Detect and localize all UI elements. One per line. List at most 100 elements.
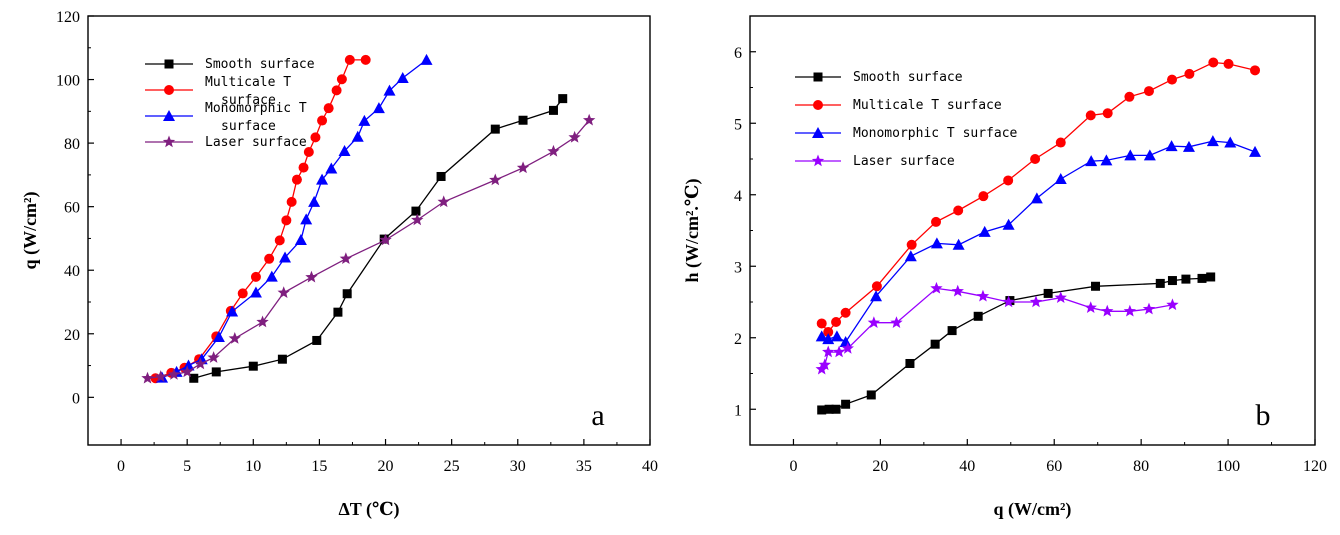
data-point (582, 113, 596, 126)
data-point (265, 270, 278, 282)
data-point (1002, 218, 1015, 230)
data-point (818, 358, 831, 371)
data-point (310, 132, 321, 143)
legend-label: Smooth surface (853, 70, 963, 85)
data-point (1100, 154, 1113, 166)
legend-label: Multicale T surface (853, 98, 1002, 113)
data-point (871, 281, 882, 292)
data-point (831, 317, 842, 328)
x-tick-label: 20 (378, 458, 394, 475)
legend-marker (813, 100, 823, 110)
data-point (867, 316, 881, 328)
data-point (1085, 155, 1098, 167)
legend-marker (811, 154, 825, 167)
data-point (141, 371, 154, 384)
data-point (1184, 68, 1195, 79)
data-point (1250, 65, 1261, 76)
series-laser-surface (815, 281, 1179, 375)
chart-panel-b: 0 20 40 60 80 100 120 1 2 3 4 5 6 q (W/cm²) h (W/cm².℃… (682, 15, 1327, 520)
data-point (830, 330, 843, 342)
data-point (1166, 298, 1179, 311)
series-multicale-t-surface (816, 57, 1261, 338)
data-point (489, 173, 502, 186)
data-point (323, 103, 334, 114)
y-axis-title: q (W/cm²) (20, 192, 41, 270)
data-point (568, 130, 581, 143)
data-point (1043, 288, 1053, 298)
data-point (1155, 278, 1165, 288)
data-point (1055, 137, 1066, 148)
data-point (344, 54, 355, 65)
series-monomorphic-t-surface (815, 135, 1262, 348)
legend-marker (164, 59, 174, 69)
data-point (1123, 304, 1137, 317)
y-tick-label: 5 (734, 116, 742, 133)
data-point (841, 341, 854, 354)
data-point (1206, 135, 1219, 147)
data-point (822, 333, 835, 345)
data-point (815, 330, 828, 342)
data-point (312, 335, 322, 345)
data-point (339, 252, 353, 265)
series-smooth-surface (817, 272, 1216, 415)
data-point (490, 124, 500, 134)
data-point (154, 370, 167, 382)
data-point (256, 315, 269, 328)
data-point (167, 367, 181, 380)
data-point (1181, 274, 1191, 284)
data-point (1206, 272, 1216, 282)
data-point (1054, 173, 1067, 185)
data-point (839, 336, 852, 348)
data-point (1054, 291, 1067, 303)
data-point (264, 253, 275, 264)
y-tick-label: 6 (734, 45, 742, 62)
data-point (331, 85, 342, 96)
chart-panel-a: 0 5 10 15 20 25 30 35 40 0 20 40 60 80 100 120 ΔT (℃) q (… (20, 9, 658, 520)
y-tick-label: 60 (64, 200, 80, 217)
data-point (1167, 276, 1177, 286)
data-point (930, 339, 940, 349)
data-point (207, 351, 220, 363)
x-tick-label: 5 (183, 458, 191, 475)
data-point (518, 115, 528, 125)
y-tick-label: 2 (734, 331, 742, 348)
data-point (274, 235, 285, 246)
data-point (279, 251, 292, 263)
data-point (226, 305, 239, 317)
data-point (822, 345, 835, 358)
data-point (906, 239, 917, 250)
data-point (180, 365, 194, 378)
data-point (316, 173, 329, 185)
data-point (832, 345, 846, 358)
data-point (303, 147, 314, 158)
data-point (973, 311, 983, 321)
data-point (237, 288, 248, 299)
series-line (193, 98, 564, 379)
x-tick-label: 20 (872, 458, 888, 475)
data-point (300, 213, 313, 225)
y-tick-label: 100 (56, 73, 80, 90)
data-point (1167, 74, 1178, 85)
data-point (978, 225, 991, 237)
data-point (1085, 110, 1096, 121)
data-point (411, 213, 424, 226)
y-tick-label: 20 (64, 327, 80, 344)
data-point (816, 318, 827, 329)
data-point (211, 367, 221, 377)
data-point (547, 144, 560, 157)
data-point (890, 316, 903, 328)
data-point (411, 206, 421, 216)
series-line (155, 59, 366, 379)
y-tick-label: 80 (64, 136, 80, 153)
data-point (1002, 295, 1015, 308)
data-point (281, 215, 292, 226)
data-point (1030, 192, 1043, 204)
data-point (379, 233, 392, 246)
data-point (1208, 57, 1219, 68)
plot-frame (749, 15, 1316, 446)
x-tick-label: 40 (959, 458, 975, 475)
data-point (358, 114, 371, 126)
x-axis-title: q (W/cm²) (994, 499, 1072, 520)
